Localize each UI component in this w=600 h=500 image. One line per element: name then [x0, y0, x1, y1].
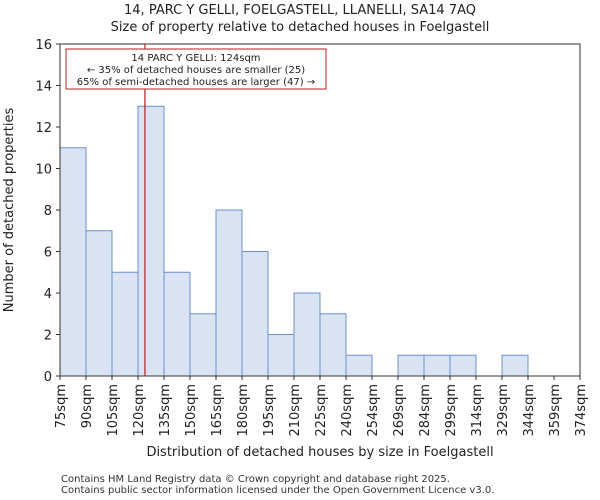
bar-135sqm	[163, 271, 191, 377]
bar-165sqm	[215, 209, 243, 377]
y-tick-label: 0	[44, 370, 52, 385]
x-tick-label: 120sqm	[132, 384, 147, 437]
bar-195sqm	[267, 334, 295, 377]
bar-269sqm	[397, 354, 425, 377]
bar-284sqm	[423, 354, 451, 377]
annotation-smaller: ← 35% of detached houses are smaller (25…	[87, 65, 305, 76]
y-tick-label: 12	[35, 121, 52, 136]
y-axis-label: Number of detached properties	[2, 108, 17, 313]
bar-180sqm	[241, 251, 269, 377]
x-tick-label: 105sqm	[106, 384, 121, 437]
x-tick-label: 180sqm	[236, 384, 251, 437]
x-tick-label: 269sqm	[392, 384, 407, 437]
y-axis-ticks: 0 2 4 6 8 10 12 14 16	[35, 38, 60, 385]
chart-subtitle: Size of property relative to detached ho…	[111, 20, 490, 35]
bar-210sqm	[293, 292, 321, 377]
x-tick-label: 210sqm	[288, 384, 303, 437]
x-tick-label: 90sqm	[80, 384, 95, 428]
annotation-title: 14 PARC Y GELLI: 124sqm	[131, 53, 260, 64]
x-axis-ticks: 75sqm 90sqm 105sqm 120sqm 135sqm 150sqm 165sqm…	[54, 376, 589, 437]
x-tick-label: 225sqm	[314, 384, 329, 437]
bar-150sqm	[189, 313, 217, 377]
y-tick-label: 2	[44, 329, 52, 344]
x-tick-label: 240sqm	[340, 384, 355, 437]
bars-group	[59, 105, 529, 377]
x-tick-label: 135sqm	[158, 384, 173, 437]
x-tick-label: 374sqm	[574, 384, 589, 437]
y-tick-label: 6	[44, 246, 52, 261]
bar-299sqm	[449, 354, 477, 377]
bar-225sqm	[319, 313, 347, 377]
x-tick-label: 75sqm	[54, 384, 69, 428]
annotation-box	[65, 48, 327, 90]
x-tick-label: 165sqm	[210, 384, 225, 437]
chart-title: 14, PARC Y GELLI, FOELGASTELL, LLANELLI,…	[124, 3, 476, 18]
bar-329sqm	[501, 354, 529, 377]
footer-copyright: Contains HM Land Registry data © Crown c…	[61, 474, 450, 485]
x-tick-label: 344sqm	[522, 384, 537, 437]
bar-75sqm	[59, 147, 87, 377]
x-tick-label: 150sqm	[184, 384, 199, 437]
y-tick-label: 14	[35, 80, 52, 95]
annotation-larger: 65% of semi-detached houses are larger (…	[77, 77, 315, 88]
y-tick-label: 10	[35, 163, 52, 178]
bar-120sqm	[137, 105, 165, 377]
y-tick-label: 8	[44, 204, 52, 219]
x-axis-label: Distribution of detached houses by size …	[146, 445, 493, 460]
bar-90sqm	[85, 230, 113, 377]
y-tick-label: 16	[35, 38, 52, 53]
y-tick-label: 4	[44, 287, 52, 302]
x-tick-label: 329sqm	[496, 384, 511, 437]
x-tick-label: 195sqm	[262, 384, 277, 437]
x-tick-label: 299sqm	[444, 384, 459, 437]
plot-frame	[59, 43, 581, 377]
x-tick-label: 254sqm	[366, 384, 381, 437]
bar-240sqm	[345, 354, 373, 377]
x-tick-label: 359sqm	[548, 384, 563, 437]
x-tick-label: 314sqm	[470, 384, 485, 437]
bar-105sqm	[111, 271, 139, 377]
x-tick-label: 284sqm	[418, 384, 433, 437]
footer-licence: Contains public sector information licen…	[61, 485, 495, 496]
